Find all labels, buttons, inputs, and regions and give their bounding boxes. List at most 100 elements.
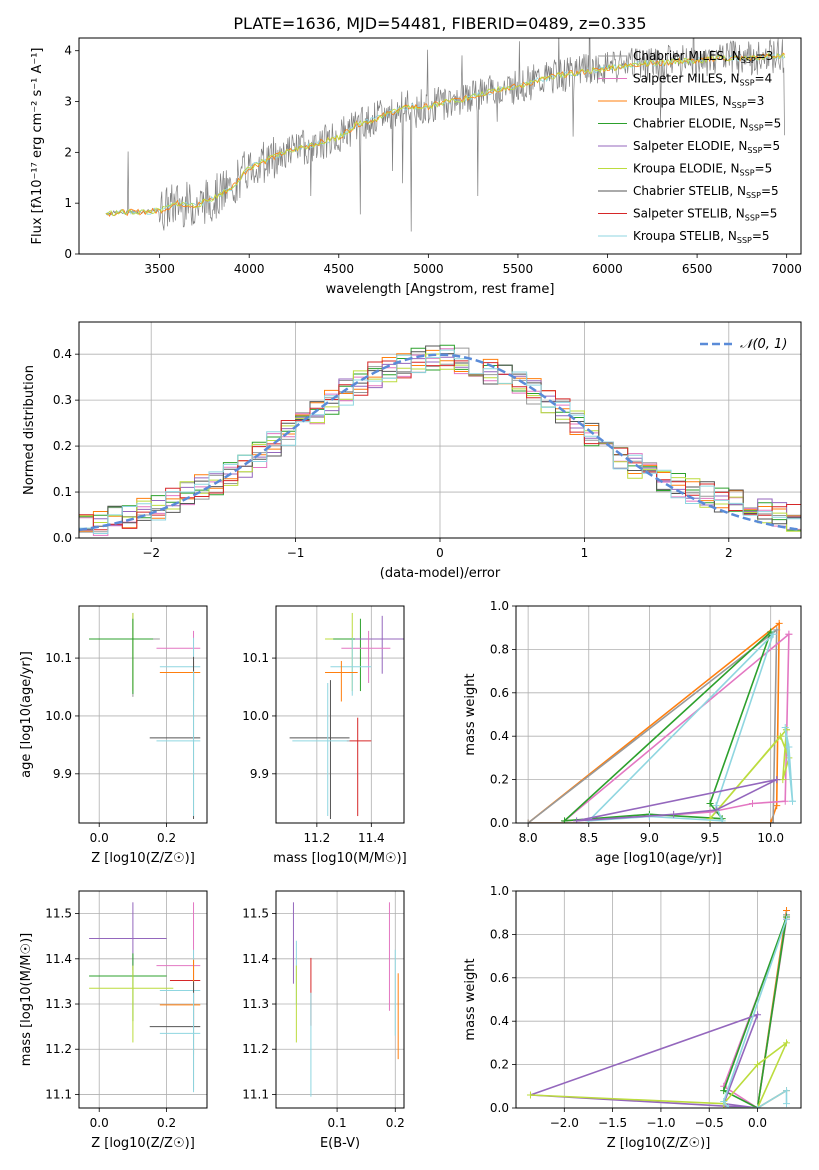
weight-marker [712,806,720,814]
weight-line [784,727,794,802]
y-tick-label: 0.4 [490,1014,509,1028]
y-tick-label: 0.0 [490,1101,509,1115]
errorbar-point [92,612,150,692]
normal-curve [79,353,801,532]
errorbar-point [89,618,154,694]
weight-marker [783,1100,791,1108]
weight-marker [779,776,787,784]
errorbar-point [354,615,404,674]
residual-histogram [79,360,801,531]
weight-marker [561,817,569,823]
y-tick-label: 0.8 [490,927,509,941]
age-vs-mass-axes: 11.2 11.4 9.9 10.0 10.1 mass [log10(M/M☉)] [242,606,407,866]
y-tick-label: 11.4 [45,952,72,966]
weight-vs-Z-frame [515,890,802,1109]
y-tick-label: 0.1 [53,485,72,499]
x-tick-label: −0.5 [695,1116,724,1130]
weight-marker [754,1061,762,1069]
x-tick-label: 9.0 [640,831,659,845]
figure-title: PLATE=1636, MJD=54481, FIBERID=0489, z=0… [233,14,646,33]
y-tick-label: 10.0 [242,709,269,723]
residuals-plot [79,344,801,536]
x-tick-label: 9.5 [700,831,719,845]
mass-vs-Z-frame [78,890,208,1109]
weight-marker [725,1104,733,1108]
y-tick-label: 11.2 [242,1042,269,1056]
weight-marker [670,810,678,818]
x-tick-label: 3500 [144,262,175,276]
x-tick-label: 2 [725,546,733,560]
y-tick-label: 11.1 [45,1087,72,1101]
weight-line [562,633,790,822]
x-tick-label: 7000 [771,262,802,276]
weight-marker [767,819,775,823]
errorbar-point [292,682,350,817]
x-tick-label: −1.5 [598,1116,627,1130]
errorbar-point [346,717,372,817]
y-tick-label: 1.0 [490,884,509,898]
x-tick-label: −1 [287,546,305,560]
x-tick-label: 0.0 [748,1116,767,1130]
y-tick-label: 11.5 [45,907,72,921]
y-tick-label: 0.6 [490,971,509,985]
y-tick-label: 11.4 [242,952,269,966]
weight-marker [706,815,714,823]
x-tick-label: 0.2 [386,1116,405,1130]
weight-marker [754,1011,762,1019]
legend-label: Kroupa STELIB, NSSP=5 [633,229,770,245]
legend-label: Salpeter ELODIE, NSSP=5 [633,139,780,155]
errorbar-point [156,671,201,817]
y-tick-label: 0.4 [53,347,72,361]
weight-vs-age-axes: 8.0 8.5 9.0 9.5 10.0 0.0 0.2 0.4 0.6 0.8 1.0 age [l… [463,599,801,866]
y-tick-label: 4 [64,44,72,58]
weight-line [709,729,790,820]
weight-marker [720,1097,728,1105]
y-tick-label: 0.6 [490,686,509,700]
weight-line [722,916,788,1108]
y-tick-label: 10.0 [45,709,72,723]
errorbar-point [159,992,201,1093]
errorbar-point [89,965,174,1043]
y-tick-label: 11.1 [242,1087,269,1101]
y-tick-label: 0.0 [53,531,72,545]
x-tick-label: 0.1 [328,1116,347,1130]
x-tick-label: 0.0 [90,1116,109,1130]
mass-vs-ebv-frame [275,890,405,1109]
mass-vs-Z-points [89,902,201,1093]
mass-vs-ebv-points [292,902,399,1097]
weight-marker [783,1039,791,1047]
spectrum-ylabel: Flux [fλ10⁻¹⁷ erg cm⁻² s⁻¹ A⁻¹] [30,48,45,245]
weight-marker [769,630,777,638]
y-tick-label: 0.2 [53,439,72,453]
x-tick-label: 6000 [592,262,623,276]
x-tick-label: 0.0 [90,831,109,845]
age-vs-Z-frame [78,605,208,824]
y-tick-label: 9.9 [53,767,72,781]
y-tick-label: 3 [64,95,72,109]
age-vs-mass-points [289,612,404,819]
mass-vs-Z-ylabel: mass [log10(M/M☉)] [19,933,34,1066]
weight-line [527,628,778,823]
errorbar-point [89,902,167,971]
y-tick-label: 9.9 [250,767,269,781]
age-vs-Z-axes: 0.0 0.2 9.9 10.0 10.1 Z [log10(Z/Z☉)] age [log… [19,606,207,866]
x-tick-label: −1.0 [646,1116,675,1130]
mass-vs-ebv-xlabel: E(B-V) [320,1136,360,1151]
weight-marker [526,1091,534,1099]
x-tick-label: 0.2 [157,1116,176,1130]
weight-vs-age-xlabel: age [log10(age/yr)] [595,851,722,866]
weight-line [530,1040,789,1108]
weight-marker [785,630,793,638]
x-tick-label: −2 [142,546,160,560]
y-tick-label: 0.2 [490,1058,509,1072]
legend-label: Chabrier ELODIE, NSSP=5 [633,117,781,133]
weight-marker [706,799,714,807]
weight-marker [775,619,783,627]
weight-marker [773,626,781,634]
mass-vs-Z-xlabel: Z [log10(Z/Z☉)] [91,1136,195,1151]
y-tick-label: 1.0 [490,599,509,613]
weight-vs-Z-xlabel: Z [log10(Z/Z☉)] [607,1136,711,1151]
spectrum-xlabel: wavelength [Angstrom, rest frame] [326,282,555,297]
weight-marker [748,799,756,807]
legend-label: Salpeter STELIB, NSSP=5 [633,207,777,223]
